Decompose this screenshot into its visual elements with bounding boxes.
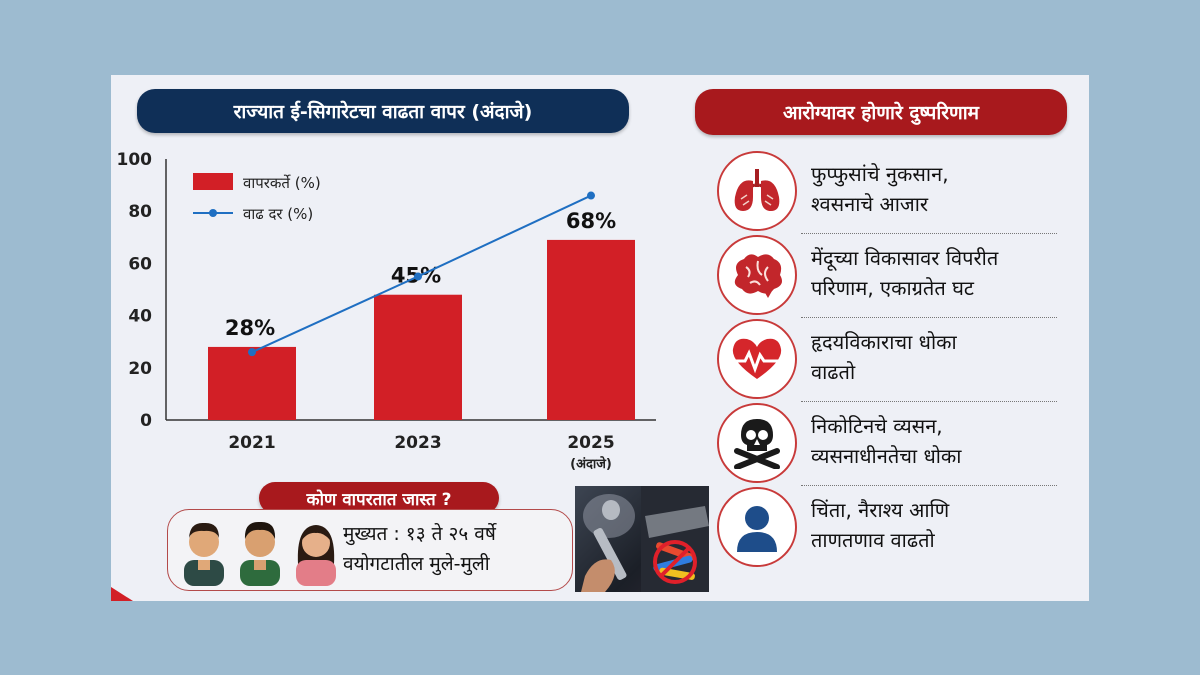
x-tick-note: (अंदाजे): [570, 456, 612, 472]
bar: [208, 346, 296, 420]
growth-point: [587, 191, 595, 200]
corner-accent: [111, 587, 133, 601]
who-uses-box: [167, 509, 573, 591]
effect-item: चिंता, नैराश्य आणि ताणतणाव वाढतो: [711, 485, 1051, 567]
bar: [547, 239, 635, 420]
legend-swatch-point: [209, 209, 217, 217]
effect-text: निकोटिनचे व्यसन, व्यसनाधीनतेचा धोका: [811, 411, 1051, 471]
effect-divider: [801, 233, 1057, 234]
effect-line-2: श्वसनाचे आजार: [811, 192, 929, 216]
effect-item: हृदयविकाराचा धोका वाढतो: [711, 317, 1051, 399]
bar-data-label: 68%: [566, 209, 616, 233]
effect-line-2: परिणाम, एकाग्रतेत घट: [811, 276, 974, 300]
effect-line-1: मेंदूच्या विकासावर विपरीत: [811, 246, 999, 270]
lungs-icon: [717, 151, 797, 231]
bar: [374, 294, 462, 420]
bar-data-label: 28%: [225, 316, 275, 340]
effect-divider: [801, 401, 1057, 402]
brain-icon: [717, 235, 797, 315]
effect-text: मेंदूच्या विकासावर विपरीत परिणाम, एकाग्रत…: [811, 243, 1051, 303]
infographic-card: 02040608010028%202145%202368%2025(अंदाजे…: [111, 75, 1089, 601]
legend-label-bar: वापरकर्ते (%): [243, 174, 321, 192]
heart-pulse-icon: [717, 319, 797, 399]
effect-line-1: चिंता, नैराश्य आणि: [811, 498, 950, 522]
growth-point: [414, 272, 422, 281]
effect-item: निकोटिनचे व्यसन, व्यसनाधीनतेचा धोका: [711, 401, 1051, 483]
vaping-photo-illustration: [581, 486, 709, 592]
effect-item: फुप्फुसांचे नुकसान, श्वसनाचे आजार: [711, 149, 1051, 231]
effect-line-2: वाढतो: [811, 360, 856, 384]
effect-item: मेंदूच्या विकासावर विपरीत परिणाम, एकाग्रत…: [711, 233, 1051, 315]
youth-avatars: [184, 521, 336, 586]
effect-line-2: व्यसनाधीनतेचा धोका: [811, 444, 962, 468]
vaping-photo: [575, 486, 709, 592]
chart-title: राज्यात ई-सिगारेटचा वाढता वापर (अंदाजे): [137, 89, 629, 133]
x-tick-label: 2025: [567, 433, 614, 453]
x-tick-label: 2023: [394, 433, 441, 453]
y-tick-label: 20: [128, 359, 152, 379]
effect-line-1: हृदयविकाराचा धोका: [811, 330, 957, 354]
effect-divider: [801, 485, 1057, 486]
legend-swatch-bar: [193, 173, 233, 190]
bar-line-chart: 02040608010028%202145%202368%2025(अंदाजे…: [117, 150, 656, 472]
y-tick-label: 60: [128, 254, 152, 274]
who-uses-text: मुख्यत : १३ ते २५ वर्षे वयोगटातील मुले-म…: [343, 519, 573, 579]
effect-text: हृदयविकाराचा धोका वाढतो: [811, 327, 1051, 387]
boy-avatar-icon: [240, 521, 280, 586]
skull-crossbones-icon: [717, 403, 797, 483]
legend-label-line: वाढ दर (%): [243, 205, 313, 223]
x-tick-label: 2021: [228, 433, 275, 453]
who-uses-line-2: वयोगटातील मुले-मुली: [343, 553, 490, 575]
y-tick-label: 40: [128, 307, 152, 327]
y-tick-label: 80: [128, 202, 152, 222]
effect-line-2: ताणतणाव वाढतो: [811, 528, 935, 552]
effect-line-1: निकोटिनचे व्यसन,: [811, 414, 943, 438]
effect-line-1: फुप्फुसांचे नुकसान,: [811, 162, 949, 186]
boy-avatar-icon: [184, 522, 224, 586]
effect-divider: [801, 317, 1057, 318]
effects-title: आरोग्यावर होणारे दुष्परिणाम: [695, 89, 1067, 135]
who-uses-line-1: मुख्यत : १३ ते २५ वर्षे: [343, 523, 496, 545]
effect-text: फुप्फुसांचे नुकसान, श्वसनाचे आजार: [811, 159, 1051, 219]
person-icon: [717, 487, 797, 567]
growth-point: [248, 348, 256, 357]
y-tick-label: 100: [117, 150, 153, 170]
effect-text: चिंता, नैराश्य आणि ताणतणाव वाढतो: [811, 495, 1051, 555]
girl-avatar-icon: [296, 525, 336, 586]
y-tick-label: 0: [140, 411, 152, 431]
who-uses-title: कोण वापरतात जास्त ?: [259, 482, 499, 514]
